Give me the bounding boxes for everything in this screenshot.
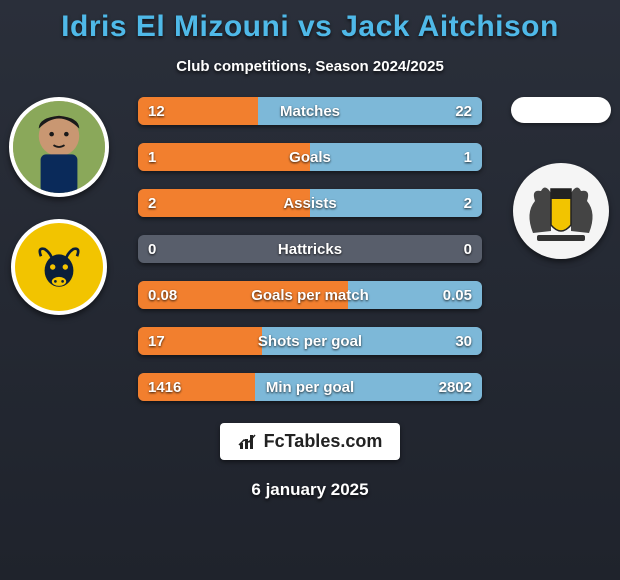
stat-value-left: 0.08 xyxy=(138,287,187,304)
stat-bar-matches: 1222Matches xyxy=(138,97,482,125)
player2-club-logo xyxy=(513,163,609,259)
stat-value-left: 17 xyxy=(138,333,175,350)
bull-head-icon xyxy=(32,240,86,294)
stat-value-right: 1 xyxy=(454,149,482,166)
page-title: Idris El Mizouni vs Jack Aitchison xyxy=(0,10,620,44)
stat-value-left: 1 xyxy=(138,149,166,166)
stat-bar-shots-per-goal: 1730Shots per goal xyxy=(138,327,482,355)
stat-bars: 1222Matches11Goals22Assists00Hattricks0.… xyxy=(138,97,482,401)
chart-icon xyxy=(238,433,258,451)
stat-bar-min-per-goal: 14162802Min per goal xyxy=(138,373,482,401)
stat-value-left: 12 xyxy=(138,103,175,120)
stat-bar-assists: 22Assists xyxy=(138,189,482,217)
player1-club-logo xyxy=(11,219,107,315)
heraldic-crest-icon xyxy=(513,163,609,259)
stat-bar-goals-per-match: 0.080.05Goals per match xyxy=(138,281,482,309)
stat-bar-goals: 11Goals xyxy=(138,143,482,171)
stat-value-right: 0.05 xyxy=(433,287,482,304)
stat-bar-hattricks: 0 0Hattricks xyxy=(138,235,482,263)
stat-value-right: 2802 xyxy=(429,379,482,396)
stat-label: Hattricks xyxy=(138,241,482,258)
stat-value-right: 30 xyxy=(445,333,482,350)
stat-value-left: 1416 xyxy=(138,379,191,396)
stat-value-right: 0 xyxy=(454,241,482,258)
stat-value-left: 0 xyxy=(138,241,166,258)
date-label: 6 january 2025 xyxy=(0,480,620,500)
player1-photo xyxy=(9,97,109,197)
player-silhouette-icon xyxy=(13,97,105,197)
page-subtitle: Club competitions, Season 2024/2025 xyxy=(0,58,620,75)
stat-value-right: 2 xyxy=(454,195,482,212)
brand-badge[interactable]: FcTables.com xyxy=(220,423,401,460)
brand-label: FcTables.com xyxy=(264,431,383,452)
stat-value-left: 2 xyxy=(138,195,166,212)
stat-value-right: 22 xyxy=(445,103,482,120)
player2-photo xyxy=(511,97,611,123)
